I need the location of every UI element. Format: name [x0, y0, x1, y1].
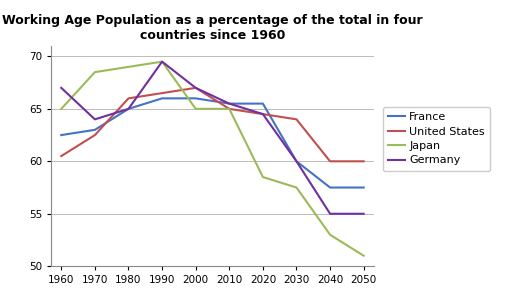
France [193, 96, 199, 100]
Line: France: France [61, 98, 364, 188]
United States [260, 112, 266, 116]
Germany [293, 159, 300, 163]
United States [125, 96, 132, 100]
Germany [125, 107, 132, 111]
Germany [92, 118, 98, 121]
Japan [260, 175, 266, 179]
Line: United States: United States [61, 88, 364, 161]
Japan [226, 107, 232, 111]
Japan [293, 186, 300, 189]
Germany [226, 102, 232, 106]
United States [58, 154, 65, 158]
France [159, 96, 165, 100]
France [58, 133, 65, 137]
France [260, 102, 266, 106]
United States [159, 91, 165, 95]
France [360, 186, 367, 189]
France [92, 128, 98, 132]
Legend: France, United States, Japan, Germany: France, United States, Japan, Germany [382, 106, 490, 171]
United States [92, 133, 98, 137]
United States [226, 107, 232, 111]
Germany [193, 86, 199, 90]
United States [293, 118, 300, 121]
Germany [58, 86, 65, 90]
Japan [327, 233, 333, 237]
France [293, 159, 300, 163]
Japan [159, 60, 165, 63]
Japan [125, 65, 132, 69]
France [125, 107, 132, 111]
Germany [360, 212, 367, 216]
Japan [193, 107, 199, 111]
Line: Germany: Germany [61, 62, 364, 214]
Japan [360, 254, 367, 258]
Germany [260, 112, 266, 116]
United States [360, 159, 367, 163]
United States [193, 86, 199, 90]
Japan [58, 107, 65, 111]
France [226, 102, 232, 106]
France [327, 186, 333, 189]
Japan [92, 70, 98, 74]
Germany [327, 212, 333, 216]
Title: Working Age Population as a percentage of the total in four
countries since 1960: Working Age Population as a percentage o… [2, 14, 423, 42]
Germany [159, 60, 165, 63]
Line: Japan: Japan [61, 62, 364, 256]
United States [327, 159, 333, 163]
